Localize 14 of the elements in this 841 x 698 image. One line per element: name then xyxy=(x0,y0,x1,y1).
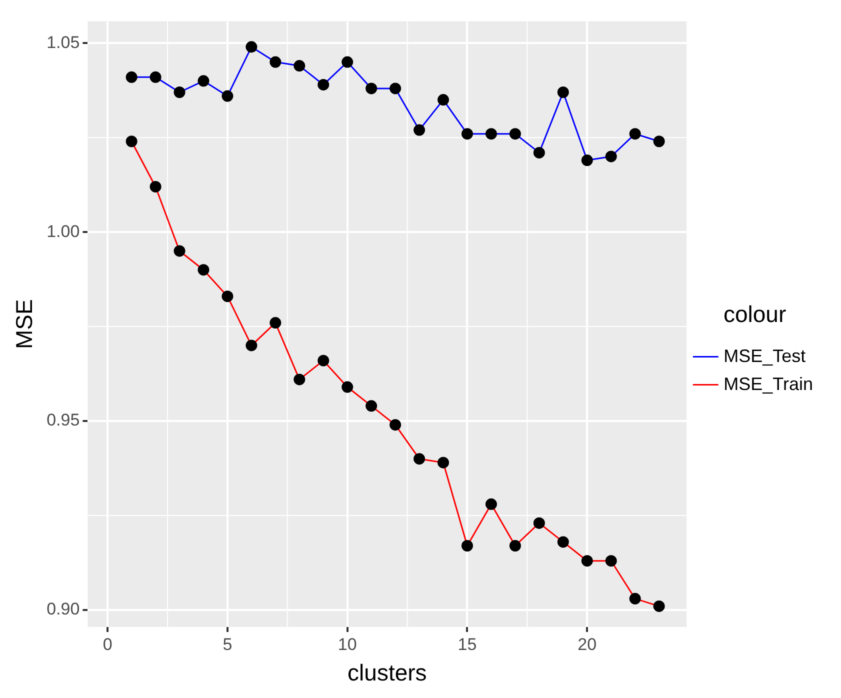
x-tick-label: 20 xyxy=(578,634,597,654)
x-tick-label: 0 xyxy=(102,634,112,654)
y-tick-label: 1.00 xyxy=(46,222,80,241)
x-tick-label: 15 xyxy=(458,634,477,654)
x-axis-title: clusters xyxy=(348,660,427,686)
y-tick-label: 0.90 xyxy=(46,600,80,619)
legend-label: MSE_Test xyxy=(724,346,806,366)
y-axis-title: MSE xyxy=(11,299,38,350)
legend-label: MSE_Train xyxy=(724,374,813,394)
y-tick-label: 1.05 xyxy=(46,32,80,52)
y-tick-label: 0.95 xyxy=(46,410,80,430)
x-tick-label: 5 xyxy=(222,634,232,654)
x-tick-label: 10 xyxy=(338,634,357,654)
legend-title: colour xyxy=(723,301,786,328)
